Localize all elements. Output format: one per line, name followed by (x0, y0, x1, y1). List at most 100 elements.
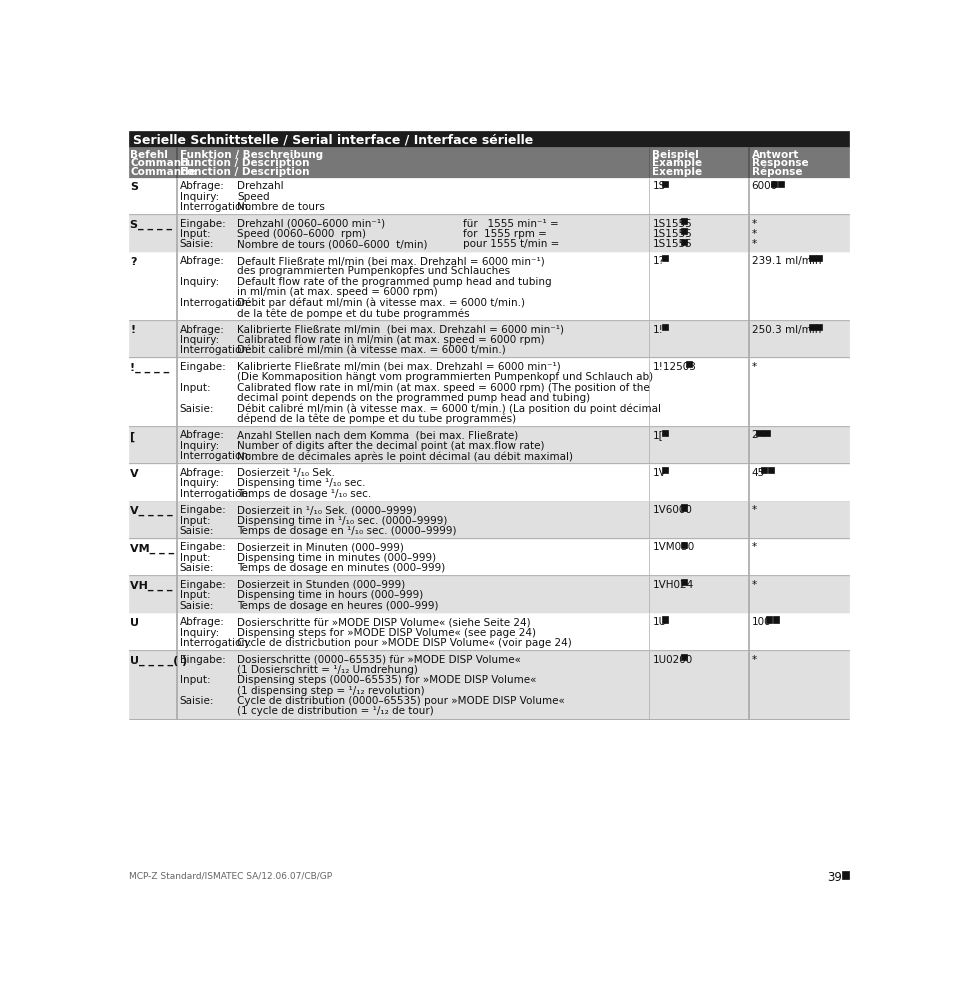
Bar (129, 651, 848, 720)
Text: Temps de dosage en ¹/₁₀ sec. (0000–9999): Temps de dosage en ¹/₁₀ sec. (0000–9999) (236, 526, 456, 536)
Text: Débit par défaut ml/min (à vitesse max. = 6000 t/min.): Débit par défaut ml/min (à vitesse max. … (236, 297, 524, 308)
Text: Nombre de décimales après le point décimal (au débit maximal): Nombre de décimales après le point décim… (236, 451, 573, 462)
Text: Interrogation:: Interrogation: (179, 638, 251, 648)
Text: Befehl: Befehl (130, 150, 168, 160)
Text: Serielle Schnittstelle / Serial interface / Interface sérielle: Serielle Schnittstelle / Serial interfac… (133, 134, 533, 147)
Text: Interrogation:: Interrogation: (179, 345, 251, 355)
Text: Calibrated flow rate in ml/min (at max. speed = 6000 rpm): Calibrated flow rate in ml/min (at max. … (236, 335, 544, 345)
Bar (661, 430, 667, 436)
Text: *: * (751, 543, 756, 553)
Bar (680, 239, 687, 245)
Text: 239.1 ml/min: 239.1 ml/min (751, 256, 821, 266)
Text: Exemple: Exemple (652, 167, 701, 177)
Bar (680, 504, 687, 511)
Text: Saisie:: Saisie: (179, 563, 214, 573)
Text: Inquiry:: Inquiry: (179, 192, 219, 202)
Text: *: * (751, 240, 756, 250)
Text: *: * (751, 362, 756, 372)
Text: Input:: Input: (179, 230, 210, 240)
Text: Cycle de districbution pour »MODE DISP Volume« (voir page 24): Cycle de districbution pour »MODE DISP V… (236, 638, 571, 648)
Text: 1VM030: 1VM030 (652, 543, 694, 553)
Text: 1[: 1[ (652, 430, 662, 440)
Text: Eingabe:: Eingabe: (179, 219, 225, 229)
Text: (Die Kommaposition hängt vom programmierten Pumpenkopf und Schlauch ab): (Die Kommaposition hängt vom programmier… (236, 372, 653, 382)
Bar (129, 132, 848, 147)
Text: 1!: 1! (652, 324, 662, 334)
Bar (680, 218, 687, 225)
Text: Cycle de distribution (0000–65535) pour »MODE DISP Volume«: Cycle de distribution (0000–65535) pour … (236, 697, 564, 707)
Text: 1S: 1S (652, 182, 665, 192)
Text: Eingabe:: Eingabe: (179, 362, 225, 372)
Text: Input:: Input: (179, 676, 210, 686)
Text: Interrogation:: Interrogation: (179, 489, 251, 499)
Bar (129, 501, 848, 539)
Bar (129, 215, 848, 252)
Text: *: * (751, 580, 756, 590)
Text: *: * (751, 505, 756, 515)
Text: Interrogation:: Interrogation: (179, 203, 251, 213)
Bar (680, 229, 687, 235)
Text: MCP-Z Standard/ISMATEC SA/12.06.07/CB/GP: MCP-Z Standard/ISMATEC SA/12.06.07/CB/GP (129, 871, 332, 880)
Bar (129, 178, 848, 215)
Text: VH_ _ _: VH_ _ _ (130, 581, 172, 591)
Bar (129, 252, 848, 320)
Text: [: [ (130, 431, 135, 441)
Text: Débit calibré ml/min (à vitesse max. = 6000 t/min.) (La position du point décima: Débit calibré ml/min (à vitesse max. = 6… (236, 403, 660, 414)
Bar (816, 255, 821, 261)
Text: Saisie:: Saisie: (179, 697, 214, 707)
Text: Kalibrierte Fließrate ml/min  (bei max. Drehzahl = 6000 min⁻¹): Kalibrierte Fließrate ml/min (bei max. D… (236, 324, 563, 334)
Text: 250.3 ml/min: 250.3 ml/min (751, 324, 821, 334)
Text: Input:: Input: (179, 516, 210, 526)
Bar (680, 579, 687, 585)
Text: *: * (751, 219, 756, 229)
Bar (129, 147, 848, 178)
Text: Input:: Input: (179, 553, 210, 563)
Text: 1S1555: 1S1555 (652, 230, 692, 240)
Text: Abfrage:: Abfrage: (179, 256, 224, 266)
Text: 1U0200: 1U0200 (652, 655, 692, 665)
Text: Anzahl Stellen nach dem Komma  (bei max. Fließrate): Anzahl Stellen nach dem Komma (bei max. … (236, 430, 517, 440)
Text: Abfrage:: Abfrage: (179, 430, 224, 440)
Text: Temps de dosage en minutes (000–999): Temps de dosage en minutes (000–999) (236, 563, 445, 573)
Text: dépend de la tête de pompe et du tube programmés): dépend de la tête de pompe et du tube pr… (236, 414, 516, 424)
Text: Dispensing time in ¹/₁₀ sec. (0000–9999): Dispensing time in ¹/₁₀ sec. (0000–9999) (236, 516, 447, 526)
Bar (680, 542, 687, 548)
Text: Input:: Input: (179, 590, 210, 600)
Text: Dosierschritte für »MODE DISP Volume« (siehe Seite 24): Dosierschritte für »MODE DISP Volume« (s… (236, 617, 530, 627)
Bar (129, 614, 848, 651)
Bar (808, 323, 815, 330)
Text: Fonction / Description: Fonction / Description (179, 167, 309, 177)
Text: Dosierzeit in Stunden (000–999): Dosierzeit in Stunden (000–999) (236, 580, 405, 590)
Bar (129, 358, 848, 426)
Text: Function / Description: Function / Description (179, 159, 309, 169)
Text: Dispensing time in minutes (000–999): Dispensing time in minutes (000–999) (236, 553, 436, 563)
Text: Antwort: Antwort (751, 150, 799, 160)
Bar (129, 464, 848, 501)
Text: Débit calibré ml/min (à vitesse max. = 6000 t/min.): Débit calibré ml/min (à vitesse max. = 6… (236, 345, 505, 355)
Text: Nombre de tours: Nombre de tours (236, 203, 325, 213)
Text: pour 1555 t/min =: pour 1555 t/min = (463, 240, 559, 250)
Text: Abfrage:: Abfrage: (179, 617, 224, 627)
Text: Saisie:: Saisie: (179, 240, 214, 250)
Text: Abfrage:: Abfrage: (179, 324, 224, 334)
Text: 100: 100 (751, 617, 770, 627)
Text: Inquiry:: Inquiry: (179, 335, 219, 345)
Text: Dosierzeit ¹/₁₀ Sek.: Dosierzeit ¹/₁₀ Sek. (236, 468, 335, 478)
Text: Dosierzeit in Minuten (000–999): Dosierzeit in Minuten (000–999) (236, 543, 403, 553)
Bar (777, 181, 783, 187)
Text: U_ _ _ _( ): U_ _ _ _( ) (130, 656, 187, 666)
Text: (1 Dosierschritt = ¹/₁₂ Umdrehung): (1 Dosierschritt = ¹/₁₂ Umdrehung) (236, 665, 417, 675)
Text: 39: 39 (827, 871, 841, 884)
Text: Beispiel: Beispiel (652, 150, 699, 160)
Text: (1 dispensing step = ¹/₁₂ revolution): (1 dispensing step = ¹/₁₂ revolution) (236, 686, 424, 696)
Text: Example: Example (652, 159, 701, 169)
Text: Saisie:: Saisie: (179, 526, 214, 536)
Text: Interrogation:: Interrogation: (179, 451, 251, 461)
Bar (772, 617, 779, 623)
Text: Drehzahl: Drehzahl (236, 182, 283, 192)
Bar (129, 320, 848, 358)
Text: 6000: 6000 (751, 182, 777, 192)
Text: Inquiry:: Inquiry: (179, 628, 219, 638)
Text: 1?: 1? (652, 256, 664, 266)
Text: Saisie:: Saisie: (179, 601, 214, 611)
